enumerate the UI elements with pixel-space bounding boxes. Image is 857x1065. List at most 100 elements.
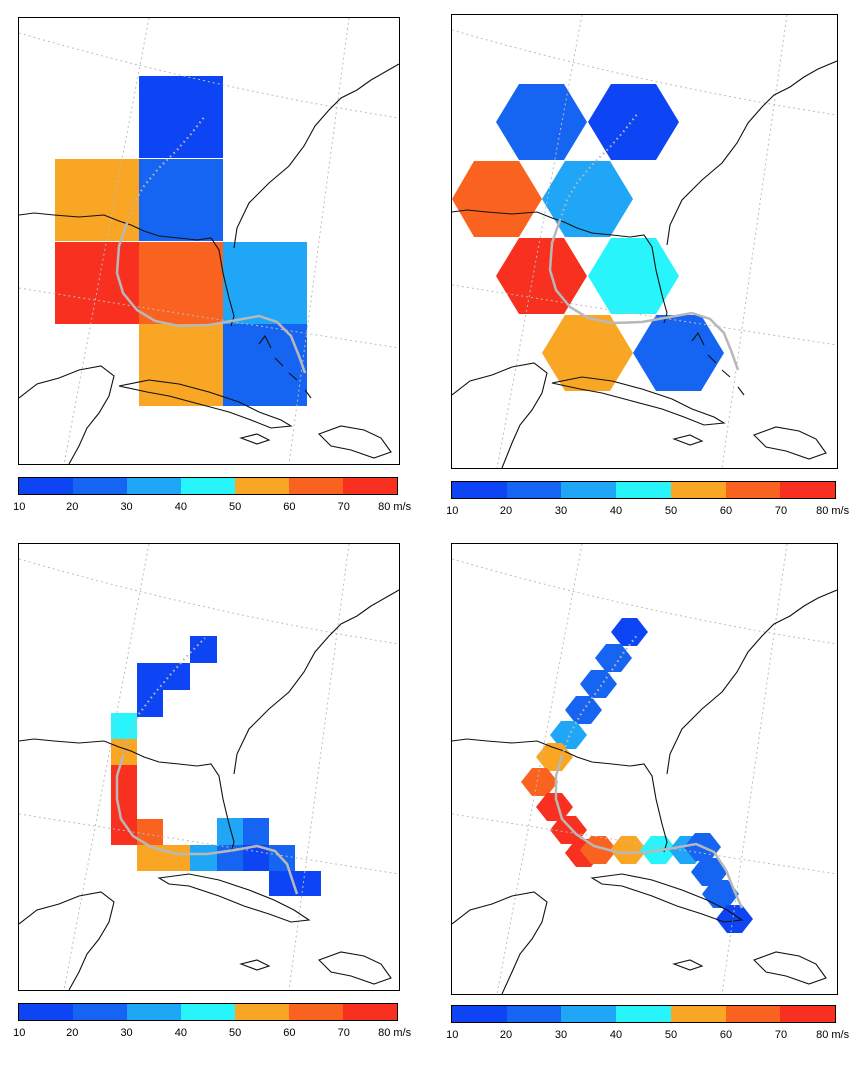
grid-cell [295,871,321,896]
colorbar: 10 20 30 40 50 60 70 80 m/s [13,1003,411,1043]
colorbar-tick-label: 60 [719,1029,733,1041]
storm-track-extratropical [560,633,639,757]
colorbar-bin [506,1006,562,1022]
colorbar-strip [451,1005,836,1023]
grid-cell [716,905,753,933]
storm-track [548,219,740,371]
graticule [452,15,837,468]
colorbar-strip [18,477,398,495]
coastline [19,589,399,990]
grid-cell [243,818,269,845]
grid-cell [55,159,139,241]
colorbar-tick-label: 30 [554,1029,568,1041]
colorbar-bin [343,1004,397,1020]
colorbar-tick-label: 10 [13,501,26,513]
colorbar-bin [506,482,562,498]
grid-cell [595,644,632,672]
grid-cell [111,793,137,819]
colorbar-tick-label: 40 [609,1029,623,1041]
grid-cell [223,242,307,324]
grid-cells [111,636,321,896]
colorbar-tick-label: 50 [664,505,678,517]
grid-cell [55,242,139,324]
grid-cell [139,159,223,241]
grid-cell [217,818,243,845]
colorbar-tick-label: 70 [774,1029,788,1041]
colorbar-bin [725,482,781,498]
colorbar-bin [343,478,397,494]
storm-track-extratropical [125,115,206,224]
grid-cell [536,793,573,821]
grid-cells [452,84,724,391]
map-square-fine [18,543,400,991]
grid-cell [111,713,137,739]
grid-cell [163,845,190,871]
colorbar-bin [452,1006,507,1022]
colorbar-strip [18,1003,398,1021]
colorbar-tick-label: 20 [66,501,79,513]
graticule [452,544,837,994]
grid-cells [55,76,307,406]
grid-cell [521,768,558,796]
colorbar-tick-label: 80 m/s [816,1029,850,1041]
grid-cell [588,238,679,314]
grid-cell [111,765,137,793]
grid-cell [550,721,587,749]
colorbar-tick-label: 80 m/s [378,501,412,513]
colorbar-bin [235,478,289,494]
colorbar: 10 20 30 40 50 60 70 80 m/s [13,477,411,517]
colorbar-strip [451,481,836,499]
colorbar-bin [616,1006,671,1022]
grid-cell [691,858,728,886]
grid-cell [163,663,190,690]
grid-cell [610,836,647,864]
colorbar-tick-label: 60 [283,501,296,513]
colorbar-bin [289,1004,343,1020]
colorbar-bin [670,482,726,498]
coastline [452,60,837,468]
grid-cell [139,242,223,324]
graticule [19,544,399,990]
grid-cell [580,670,617,698]
colorbar-bin [73,1004,127,1020]
colorbar-tick-label: 50 [229,1027,242,1039]
colorbar-bin [73,478,127,494]
colorbar-tick-label: 20 [499,1029,513,1041]
colorbar-bin [561,482,617,498]
colorbar-bin [780,482,836,498]
grid-cell [139,76,223,158]
map-hex-coarse [451,14,838,469]
colorbar-tick-label: 60 [719,505,733,517]
colorbar-bin [235,1004,289,1020]
grid-cell [496,84,587,160]
map-canvas [19,18,399,464]
map-canvas [452,544,837,994]
colorbar-bin [181,478,235,494]
colorbar-tick-label: 30 [554,505,568,517]
colorbar-bin [670,1006,726,1022]
grid-cell [452,161,542,237]
map-canvas [452,15,837,468]
grid-cell [702,880,739,908]
map-square-coarse [18,17,400,465]
colorbar-tick-label: 50 [664,1029,678,1041]
colorbar-tick-label: 10 [446,505,459,517]
colorbar-bin [127,478,181,494]
colorbar: 10 20 30 40 50 60 70 80 m/s [446,481,849,521]
storm-track [115,222,307,374]
grid-cell [542,315,633,391]
colorbar-tick-label: 20 [499,505,513,517]
colorbar-bin [289,478,343,494]
colorbar-tick-label: 50 [229,501,242,513]
grid-cell [588,84,679,160]
storm-track-extratropical [558,112,639,221]
grid-cell [550,816,587,844]
colorbar-bin [19,1004,73,1020]
colorbar: 10 20 30 40 50 60 70 80 m/s [446,1005,849,1045]
colorbar-tick-label: 70 [337,501,350,513]
colorbar-bin [127,1004,181,1020]
colorbar-tick-label: 30 [120,1027,133,1039]
colorbar-tick-label: 40 [174,501,187,513]
coastline [19,63,399,464]
colorbar-tick-label: 40 [609,505,623,517]
